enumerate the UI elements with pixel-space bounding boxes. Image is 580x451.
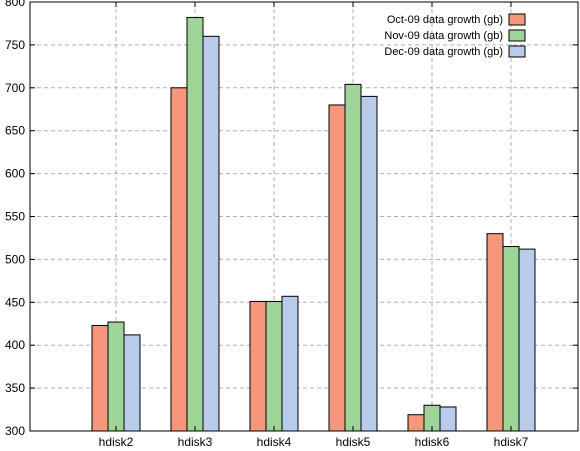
y-tick-label: 550 [5,210,25,224]
bar-hdisk4-series-2 [265,300,283,432]
y-tick-label: 600 [5,167,25,181]
bar-hdisk5-series-1 [328,104,346,432]
bar-hdisk7-series-2 [502,246,520,432]
bar-hdisk5-series-3 [360,95,378,432]
bar-hdisk4-series-1 [249,300,267,432]
legend-label: Oct-09 data growth (gb) [387,14,503,26]
x-tick-label: hdisk5 [336,435,371,449]
x-tick-label: hdisk7 [494,435,529,449]
legend-label: Dec-09 data growth (gb) [384,46,503,58]
legend-swatch [508,45,526,58]
axes: 300 350 400 450 500 550 600 650 700 750 800 hdisk2 h… [5,0,578,449]
bar-hdisk3-series-2 [186,16,204,432]
x-tick-label: hdisk6 [415,435,450,449]
legend: Oct-09 data growth (gb) Nov-09 data growt… [384,13,526,58]
y-tick-label: 450 [5,295,25,309]
bar-hdisk7-series-1 [486,233,504,432]
y-tick-label: 300 [5,424,25,438]
bar-hdisk3-series-3 [202,35,220,432]
bar-hdisk5-series-2 [344,83,362,432]
bar-hdisk2-series-2 [107,321,125,432]
y-tick-label: 400 [5,338,25,352]
legend-swatch [508,13,526,26]
bar-hdisk2-series-1 [91,324,109,432]
legend-label: Nov-09 data growth (gb) [384,30,503,42]
y-tick-label: 650 [5,124,25,138]
x-tick-label: hdisk2 [99,435,134,449]
x-tick-label: hdisk3 [178,435,213,449]
bar-hdisk6-series-1 [407,414,425,432]
bar-hdisk3-series-1 [170,87,188,432]
bar-hdisk6-series-3 [439,406,457,432]
y-tick-label: 350 [5,381,25,395]
bar-series [91,16,536,432]
bar-hdisk2-series-3 [123,334,141,432]
x-tick-label: hdisk4 [257,435,292,449]
y-tick-label: 750 [5,38,25,52]
y-tick-label: 700 [5,81,25,95]
legend-swatch [508,29,526,42]
bar-hdisk7-series-3 [518,248,536,432]
y-tick-label: 800 [5,0,25,9]
bar-hdisk4-series-3 [281,295,299,432]
y-tick-label: 500 [5,252,25,266]
